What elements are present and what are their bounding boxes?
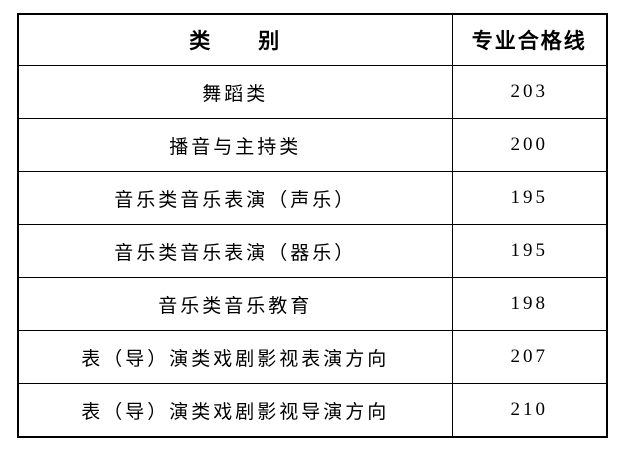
score-cell: 195 xyxy=(451,171,608,225)
score-cell: 195 xyxy=(451,224,608,278)
table-row: 表（导）演类戏剧影视表演方向 207 xyxy=(17,330,608,384)
score-cell: 203 xyxy=(451,65,608,119)
score-cell: 200 xyxy=(451,118,608,172)
table-row: 音乐类音乐表演（声乐） 195 xyxy=(17,171,608,225)
header-category: 类 别 xyxy=(17,13,453,66)
score-line-table: 类 别 专业合格线 舞蹈类 203 播音与主持类 200 音乐类音乐表演（声乐）… xyxy=(17,13,608,438)
category-cell: 舞蹈类 xyxy=(17,65,453,119)
table-header-row: 类 别 专业合格线 xyxy=(17,13,608,66)
header-score-line: 专业合格线 xyxy=(451,13,608,66)
table-row: 播音与主持类 200 xyxy=(17,118,608,172)
score-cell: 198 xyxy=(451,277,608,331)
score-cell: 207 xyxy=(451,330,608,384)
category-cell: 表（导）演类戏剧影视表演方向 xyxy=(17,330,453,384)
table-row: 表（导）演类戏剧影视导演方向 210 xyxy=(17,383,608,438)
category-cell: 音乐类音乐教育 xyxy=(17,277,453,331)
table-row: 音乐类音乐表演（器乐） 195 xyxy=(17,224,608,278)
category-cell: 播音与主持类 xyxy=(17,118,453,172)
category-cell: 表（导）演类戏剧影视导演方向 xyxy=(17,383,453,438)
category-cell: 音乐类音乐表演（器乐） xyxy=(17,224,453,278)
table-row: 舞蹈类 203 xyxy=(17,65,608,119)
table-row: 音乐类音乐教育 198 xyxy=(17,277,608,331)
category-cell: 音乐类音乐表演（声乐） xyxy=(17,171,453,225)
score-cell: 210 xyxy=(451,383,608,438)
